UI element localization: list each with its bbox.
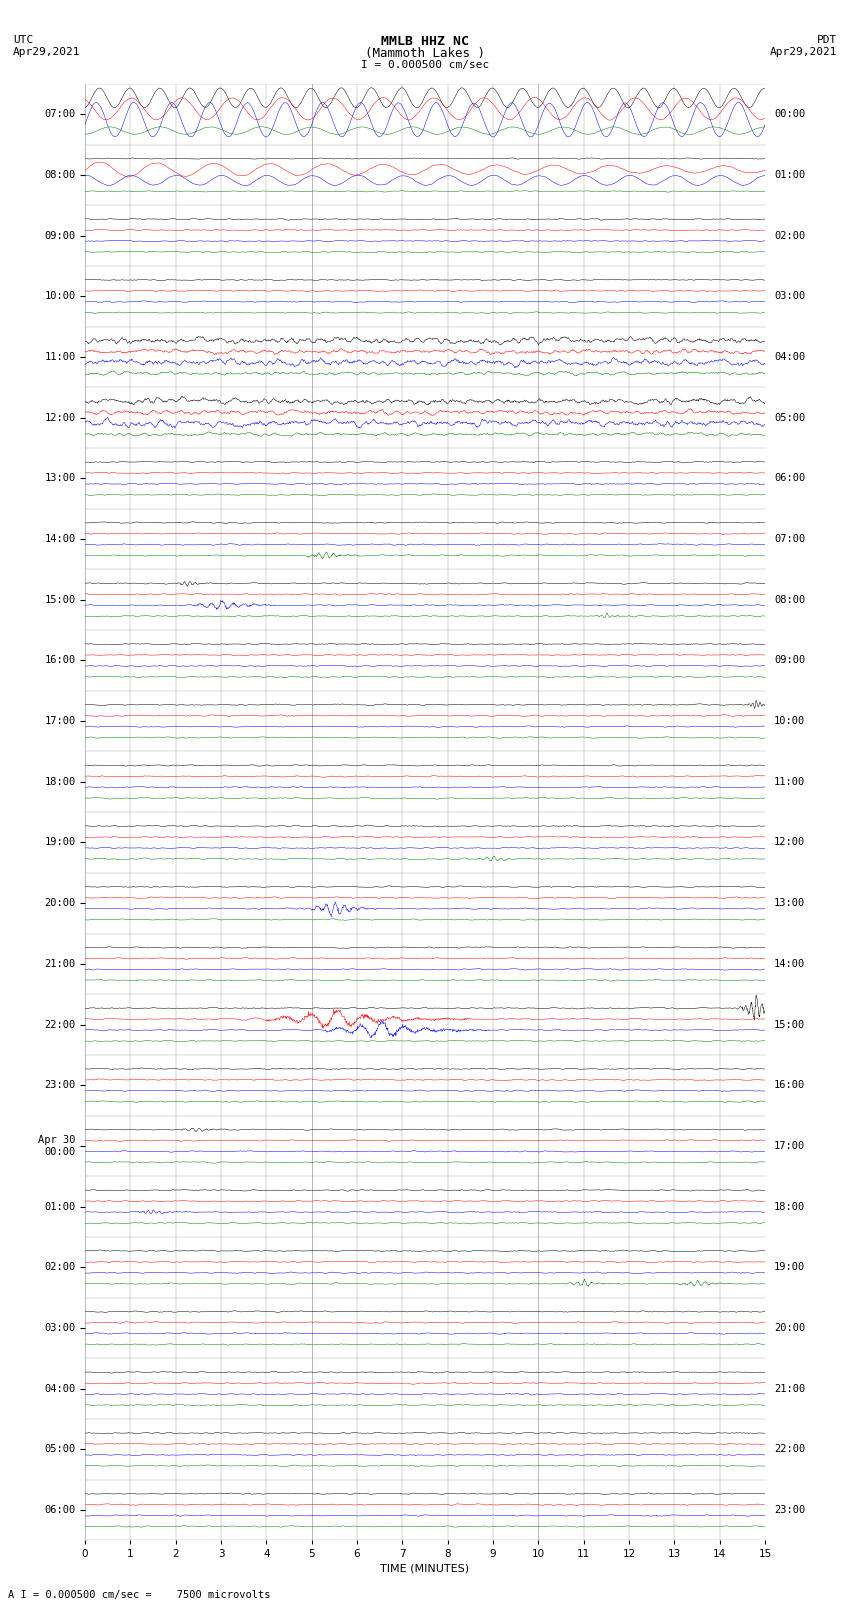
Text: (Mammoth Lakes ): (Mammoth Lakes ) [365,47,485,60]
Text: Apr29,2021: Apr29,2021 [13,47,80,56]
Text: Apr29,2021: Apr29,2021 [770,47,837,56]
Text: MMLB HHZ NC: MMLB HHZ NC [381,35,469,48]
Text: UTC: UTC [13,35,33,45]
Text: I = 0.000500 cm/sec: I = 0.000500 cm/sec [361,60,489,69]
Text: PDT: PDT [817,35,837,45]
X-axis label: TIME (MINUTES): TIME (MINUTES) [381,1563,469,1574]
Text: A I = 0.000500 cm/sec =    7500 microvolts: A I = 0.000500 cm/sec = 7500 microvolts [8,1590,271,1600]
